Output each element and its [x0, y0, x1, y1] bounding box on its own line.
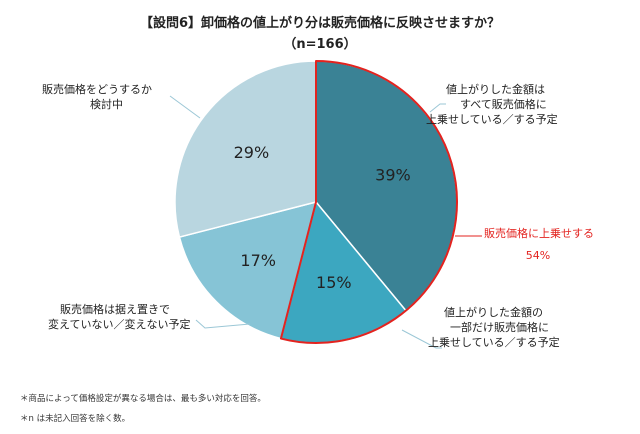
pie-slices [174, 60, 458, 344]
leader-line-considering [169, 95, 201, 119]
leader-line-all [429, 103, 446, 113]
label-considering: 販売価格をどうするか 検討中 [42, 83, 152, 111]
footnote-2: ＊n は未記入回答を除く数。 [20, 414, 131, 424]
group-annotation-label: 販売価格に上乗せする [484, 227, 594, 240]
chart-subtitle: （n=166） [283, 37, 357, 52]
slice-value-label: 15% [316, 273, 352, 292]
label-price-unchanged: 販売価格は据え置きで 変えていない／変えない予定 [48, 303, 191, 331]
group-outline [279, 60, 458, 344]
slice-value-label: 17% [240, 251, 276, 270]
leader-line-partial [401, 329, 442, 349]
label-partial-surcharge: 値上がりした金額の 一部だけ販売価格に 上乗せしている／する予定 [428, 306, 560, 349]
label-all-surcharge: 値上がりした金額は すべて販売価格に 上乗せしている／する予定 [426, 83, 558, 126]
slice-value-label: 29% [234, 143, 270, 162]
chart-title: 【設問6】卸価格の値上がり分は販売価格に反映させますか？ [139, 16, 501, 31]
slice-value-label: 39% [375, 165, 411, 184]
slice-considering [174, 60, 317, 238]
group-annotation: 販売価格に上乗せする 54% [484, 226, 594, 263]
group-annotation-value: 54% [525, 249, 551, 262]
leader-lines [169, 95, 482, 349]
footnote-1: ＊商品によって価格設定が異なる場合は、最も多い対応を回答。 [20, 394, 266, 404]
leader-line-unchanged [195, 319, 251, 329]
slice-value-labels: 39% 15% 17% 29% [234, 143, 411, 292]
slice-price-unchanged [178, 200, 318, 340]
